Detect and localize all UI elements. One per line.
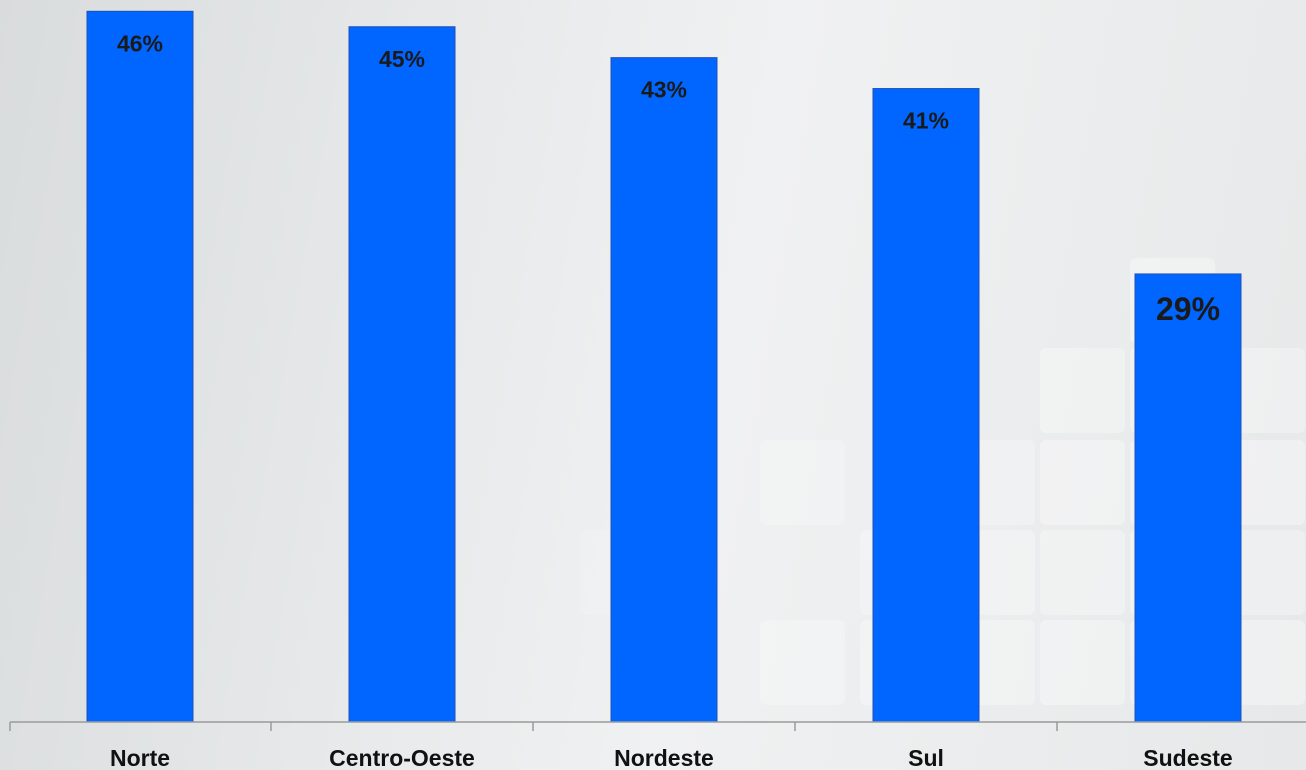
bar-sul (872, 88, 980, 723)
category-label: Sul (908, 745, 944, 770)
value-label: 45% (379, 46, 425, 72)
x-axis-ticks (9, 722, 1058, 731)
bar-centro-oeste (348, 26, 456, 723)
value-labels: 46% 45% 43% 41% 29% (117, 30, 1220, 327)
background-tile (760, 440, 845, 525)
category-labels: Norte Centro-Oeste Nordeste Sul Sudeste (110, 745, 1233, 770)
bar-nordeste (610, 57, 718, 723)
value-label: 29% (1156, 291, 1220, 327)
background-tile (1040, 348, 1125, 433)
category-label: Centro-Oeste (329, 745, 475, 770)
value-label: 41% (903, 108, 949, 134)
category-label: Norte (110, 745, 170, 770)
bar-norte (86, 10, 194, 723)
bar-sudeste (1134, 273, 1242, 723)
value-label: 43% (641, 77, 687, 103)
background-tile (760, 620, 845, 705)
background-tile (1040, 620, 1125, 705)
category-label: Sudeste (1143, 745, 1232, 770)
bars-layer (86, 10, 1242, 723)
background-tile (1040, 530, 1125, 615)
value-label: 46% (117, 30, 163, 56)
background-tile (1040, 440, 1125, 525)
category-label: Nordeste (614, 745, 714, 770)
